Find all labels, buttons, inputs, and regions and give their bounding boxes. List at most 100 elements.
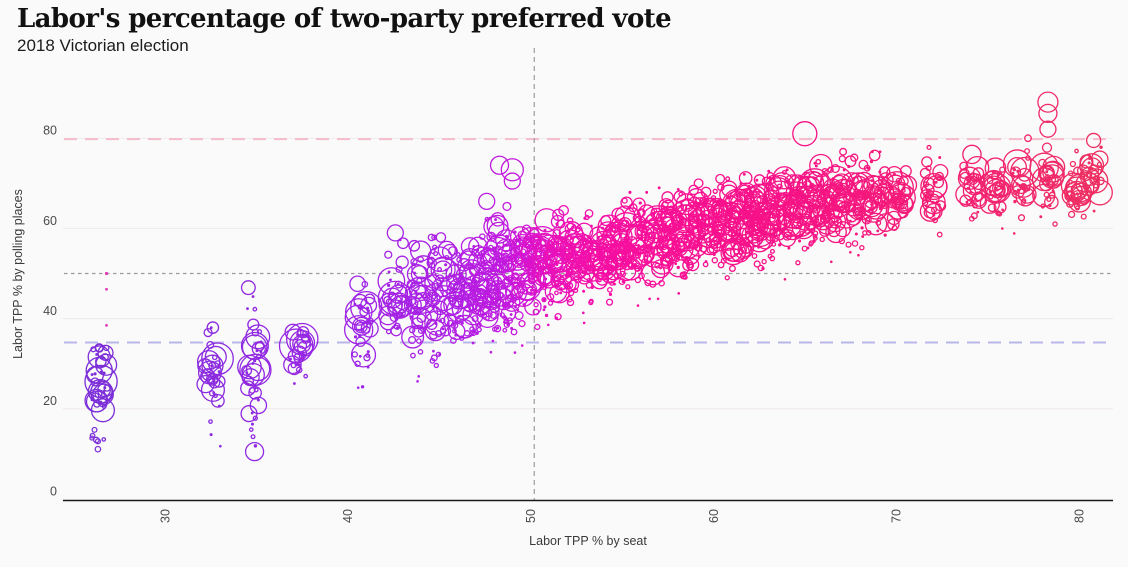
bubble[interactable] — [897, 207, 909, 219]
bubble[interactable] — [518, 320, 526, 328]
bubble[interactable] — [751, 213, 769, 232]
bubble[interactable] — [385, 328, 392, 335]
bubble[interactable] — [871, 207, 874, 211]
bubble[interactable] — [996, 210, 1002, 216]
bubble[interactable] — [554, 312, 562, 321]
bubble[interactable] — [344, 304, 371, 331]
bubble[interactable] — [105, 323, 108, 327]
bubble[interactable] — [350, 342, 377, 368]
bubble[interactable] — [539, 239, 547, 246]
bubble[interactable] — [360, 385, 365, 389]
bubble[interactable] — [854, 211, 861, 217]
bubble[interactable] — [95, 353, 99, 356]
bubble[interactable] — [694, 243, 703, 252]
bubble[interactable] — [485, 273, 513, 301]
bubble[interactable] — [621, 197, 628, 204]
bubble[interactable] — [702, 261, 709, 268]
bubble[interactable] — [921, 156, 933, 168]
bubble[interactable] — [256, 329, 263, 335]
bubble[interactable] — [532, 288, 536, 292]
bubble[interactable] — [920, 172, 948, 201]
bubble[interactable] — [358, 354, 362, 358]
bubble[interactable] — [297, 363, 301, 367]
bubble[interactable] — [476, 326, 482, 333]
bubble[interactable] — [976, 210, 980, 214]
bubble[interactable] — [544, 313, 549, 318]
bubble[interactable] — [810, 231, 814, 234]
bubble[interactable] — [825, 221, 847, 244]
bubble[interactable] — [1086, 179, 1113, 206]
bubble[interactable] — [203, 327, 213, 338]
bubble[interactable] — [501, 243, 511, 253]
bubble[interactable] — [1020, 199, 1027, 205]
bubble[interactable] — [509, 226, 531, 247]
bubble[interactable] — [919, 167, 931, 179]
bubble[interactable] — [510, 326, 514, 330]
bubble[interactable] — [921, 183, 935, 197]
bubble[interactable] — [504, 234, 509, 239]
bubble[interactable] — [514, 305, 518, 309]
bubble[interactable] — [1017, 214, 1026, 222]
bubble[interactable] — [87, 345, 111, 369]
bubble[interactable] — [1084, 184, 1090, 190]
bubble[interactable] — [608, 292, 613, 297]
bubble[interactable] — [809, 153, 833, 178]
bubble[interactable] — [438, 319, 442, 323]
bubble[interactable] — [1038, 103, 1058, 124]
bubble[interactable] — [478, 322, 482, 326]
bubble[interactable] — [767, 169, 771, 173]
bubble[interactable] — [568, 279, 580, 291]
bubble[interactable] — [544, 277, 548, 281]
bubble[interactable] — [90, 373, 94, 376]
bubble[interactable] — [401, 325, 425, 349]
bubble[interactable] — [938, 156, 942, 159]
bubble[interactable] — [792, 121, 818, 147]
bubble[interactable] — [755, 178, 759, 182]
bubble[interactable] — [364, 293, 376, 305]
bubble[interactable] — [1093, 183, 1099, 189]
bubble[interactable] — [409, 326, 416, 334]
bubble[interactable] — [959, 161, 969, 171]
bubble[interactable] — [418, 311, 422, 315]
bubble[interactable] — [660, 208, 681, 230]
bubble[interactable] — [632, 197, 646, 211]
bubble[interactable] — [875, 219, 882, 226]
bubble[interactable] — [772, 216, 775, 220]
bubble[interactable] — [725, 176, 731, 182]
bubble[interactable] — [1085, 132, 1102, 149]
bubble[interactable] — [558, 205, 569, 216]
bubble[interactable] — [582, 234, 589, 242]
bubble[interactable] — [89, 432, 96, 439]
bubble[interactable] — [733, 248, 740, 255]
bubble[interactable] — [724, 275, 730, 281]
bubble[interactable] — [643, 246, 665, 268]
bubble[interactable] — [248, 427, 254, 432]
bubble[interactable] — [511, 282, 536, 307]
bubble[interactable] — [426, 318, 438, 331]
bubble[interactable] — [502, 239, 510, 247]
bubble[interactable] — [848, 219, 852, 223]
bubble[interactable] — [1001, 227, 1004, 230]
bubble[interactable] — [720, 257, 727, 264]
bubble[interactable] — [639, 249, 645, 255]
bubble[interactable] — [821, 168, 828, 175]
bubble[interactable] — [97, 380, 101, 384]
bubble[interactable] — [827, 166, 834, 173]
bubble[interactable] — [688, 184, 699, 196]
bubble[interactable] — [708, 216, 712, 220]
bubble[interactable] — [685, 256, 689, 260]
bubble[interactable] — [1074, 148, 1079, 154]
bubble[interactable] — [246, 307, 249, 311]
bubble[interactable] — [1045, 165, 1051, 171]
bubble[interactable] — [806, 246, 810, 250]
bubble[interactable] — [847, 164, 851, 169]
bubble[interactable] — [645, 226, 662, 244]
bubble[interactable] — [606, 273, 616, 284]
bubble[interactable] — [244, 441, 265, 462]
bubble[interactable] — [715, 173, 726, 184]
bubble[interactable] — [200, 377, 225, 402]
bubble[interactable] — [208, 419, 213, 424]
bubble[interactable] — [554, 290, 559, 296]
bubble[interactable] — [353, 335, 358, 339]
bubble[interactable] — [738, 171, 753, 185]
